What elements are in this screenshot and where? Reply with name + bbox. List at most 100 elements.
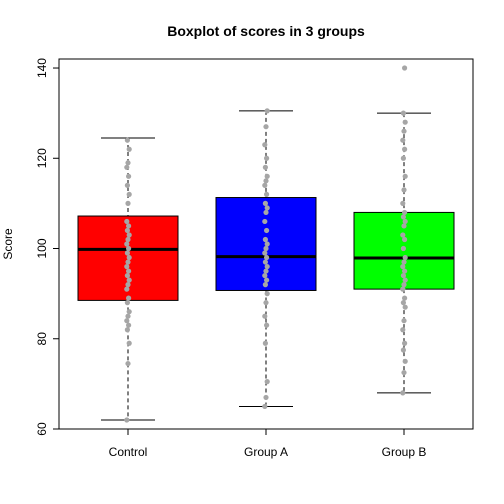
data-point <box>262 340 268 346</box>
data-point <box>126 191 132 197</box>
data-point <box>262 218 268 225</box>
data-point <box>124 286 130 292</box>
data-point <box>401 282 407 288</box>
data-point <box>264 379 270 385</box>
data-point <box>263 268 269 274</box>
data-point <box>264 291 270 297</box>
data-point <box>124 327 130 333</box>
data-point <box>126 232 132 238</box>
data-point <box>264 241 270 247</box>
data-point <box>402 146 408 152</box>
data-point <box>264 263 270 270</box>
data-point <box>124 272 130 279</box>
data-point <box>124 300 130 306</box>
data-point <box>126 322 132 328</box>
data-point <box>262 403 268 410</box>
data-point <box>401 128 407 134</box>
data-point <box>400 327 406 333</box>
data-point <box>401 318 407 324</box>
data-point <box>126 295 132 301</box>
data-point <box>125 313 131 319</box>
data-point <box>402 254 408 261</box>
x-tick-label: Group A <box>244 445 288 459</box>
data-point <box>262 272 268 279</box>
data-point <box>124 227 130 234</box>
data-point <box>264 322 270 328</box>
data-point <box>400 263 406 270</box>
data-point <box>402 358 408 364</box>
y-tick-label: 140 <box>35 58 49 78</box>
y-tick-label: 100 <box>35 238 49 258</box>
data-point <box>124 182 130 188</box>
data-point <box>264 277 270 283</box>
data-point <box>263 209 269 216</box>
data-point <box>402 295 408 301</box>
data-point <box>400 286 406 292</box>
y-axis-label: Score <box>1 228 15 260</box>
data-point <box>400 110 406 116</box>
data-point <box>126 254 132 261</box>
x-axis: Control Group A Group B <box>109 428 427 459</box>
data-point <box>126 223 132 229</box>
data-point <box>124 241 130 247</box>
data-point <box>126 173 132 179</box>
data-point <box>402 236 408 243</box>
data-point <box>263 394 269 401</box>
data-point <box>402 209 408 216</box>
data-point <box>262 236 268 243</box>
data-point <box>400 300 406 306</box>
data-point <box>125 160 131 166</box>
data-point <box>262 200 268 206</box>
data-point <box>402 268 408 274</box>
points <box>124 65 408 423</box>
data-point <box>264 173 270 179</box>
data-point <box>401 259 407 265</box>
data-point <box>264 227 270 234</box>
data-point <box>262 259 268 265</box>
data-point <box>402 340 408 346</box>
data-point <box>400 214 406 220</box>
data-point <box>124 250 130 256</box>
data-point <box>400 272 406 279</box>
data-point <box>400 232 406 238</box>
data-point <box>263 178 269 184</box>
y-tick-label: 120 <box>35 148 49 168</box>
data-point <box>124 417 130 423</box>
data-point <box>402 304 408 310</box>
data-point <box>124 164 130 170</box>
data-point <box>401 187 407 193</box>
y-axis: 60 80 100 120 140 <box>35 58 60 436</box>
data-point <box>263 124 269 130</box>
data-point <box>401 223 407 229</box>
data-point <box>262 250 268 256</box>
data-point <box>400 137 406 143</box>
data-point <box>262 282 268 288</box>
data-point <box>126 340 132 346</box>
data-point <box>125 200 131 206</box>
x-tick-label: Group B <box>382 445 427 459</box>
data-point <box>264 108 270 114</box>
data-point <box>126 146 132 152</box>
data-point <box>400 155 406 161</box>
data-point <box>402 65 408 71</box>
data-point <box>126 245 132 252</box>
data-point <box>401 369 407 376</box>
data-point <box>124 318 130 324</box>
data-point <box>264 205 270 211</box>
data-point <box>262 142 268 148</box>
data-point <box>125 360 131 367</box>
data-point <box>402 218 408 225</box>
data-point <box>263 300 269 306</box>
data-point <box>124 218 130 225</box>
data-point <box>125 236 131 243</box>
data-point <box>400 245 406 252</box>
data-point <box>125 282 131 288</box>
data-point <box>264 155 270 161</box>
data-point <box>402 173 408 179</box>
data-point <box>126 277 132 283</box>
data-point <box>262 164 268 170</box>
data-point <box>124 137 130 143</box>
data-point <box>400 390 406 396</box>
chart-title: Boxplot of scores in 3 groups <box>167 23 365 39</box>
